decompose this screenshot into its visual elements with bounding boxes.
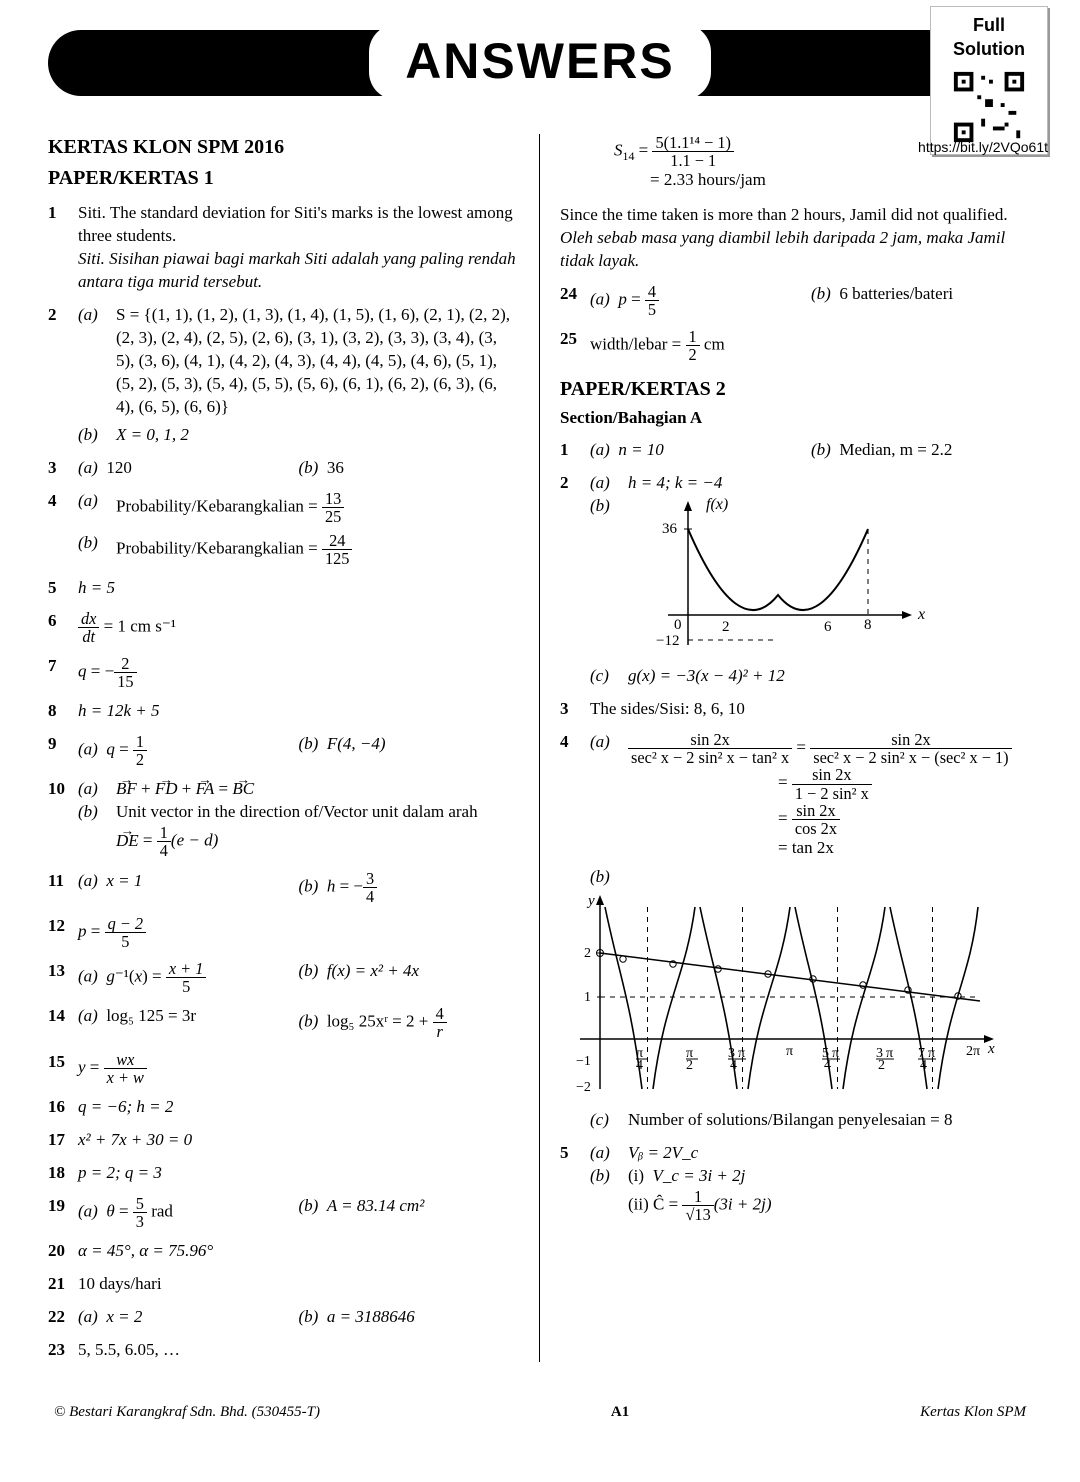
- header-band: ANSWERS Full Solution https://bit.ly/2VQ…: [48, 20, 1032, 106]
- badge-label: Full Solution: [939, 13, 1039, 62]
- paper2-title2: Section/Bahagian A: [560, 407, 1032, 430]
- badge-url: https://bit.ly/2VQo61t: [918, 138, 1048, 157]
- q24: (a) p = 45 (b) 6 batteries/bateri: [590, 283, 1032, 318]
- q16: q = −6; h = 2: [78, 1096, 519, 1119]
- svg-text:4: 4: [636, 1058, 643, 1073]
- q3: (a) 120 (b) 36: [78, 457, 519, 480]
- footer-left: © Bestari Karangkraf Sdn. Bhd. (530455-T…: [54, 1402, 320, 1422]
- q11: (a) x = 1 (b) h = −34: [78, 870, 519, 905]
- p2q3: The sides/Sisi: 8, 6, 10: [590, 698, 1032, 721]
- q14: (a) log₅ 125 = 3r (b) log₅ 25xʳ = 2 + 4r: [78, 1005, 519, 1040]
- q2: (a)S = {(1, 1), (1, 2), (1, 3), (1, 4), …: [78, 304, 519, 448]
- q6: dxdt = 1 cm s⁻¹: [78, 610, 519, 645]
- p2q5: (a)Vᵦ = 2V_c (b) (i) V_c = 3i + 2j (ii) …: [590, 1142, 1032, 1223]
- banner-title: ANSWERS: [369, 24, 711, 100]
- svg-text:1: 1: [584, 990, 591, 1005]
- q9: (a) q = 12 (b) F(4, −4): [78, 733, 519, 768]
- footer-right: Kertas Klon SPM: [920, 1402, 1026, 1422]
- svg-text:36: 36: [662, 521, 678, 537]
- footer-page-number: A1: [611, 1402, 629, 1422]
- q19: (a) θ = 53 rad (b) A = 83.14 cm²: [78, 1195, 519, 1230]
- tan-chart: x y 2 1 −1 −2: [570, 889, 1000, 1109]
- s14-note: Since the time taken is more than 2 hour…: [560, 204, 1032, 273]
- svg-text:x: x: [987, 1041, 995, 1057]
- svg-text:2: 2: [584, 946, 591, 961]
- svg-text:π: π: [786, 1044, 793, 1059]
- parabola-chart: x f(x) 0 2 6 8 36 −12: [628, 495, 928, 665]
- svg-text:2: 2: [878, 1058, 885, 1073]
- page-footer: © Bestari Karangkraf Sdn. Bhd. (530455-T…: [48, 1402, 1032, 1422]
- p2q2: (a)h = 4; k = −4 (b) x f(x) 0 2 6: [590, 472, 1032, 688]
- qr-icon: [950, 68, 1028, 146]
- svg-text:4: 4: [824, 1058, 831, 1073]
- p2q1: (a) n = 10 (b) Median, m = 2.2: [590, 439, 1032, 462]
- svg-text:f(x): f(x): [706, 496, 728, 513]
- q18: p = 2; q = 3: [78, 1162, 519, 1185]
- svg-text:2π: 2π: [966, 1044, 980, 1059]
- paper1-title1: KERTAS KLON SPM 2016: [48, 134, 519, 161]
- svg-text:y: y: [586, 893, 595, 909]
- svg-text:2: 2: [686, 1058, 693, 1073]
- q22: (a) x = 2 (b) a = 3188646: [78, 1306, 519, 1329]
- svg-text:4: 4: [730, 1058, 737, 1073]
- q7: q = −215: [78, 655, 519, 690]
- svg-text:0: 0: [674, 617, 682, 633]
- svg-text:−12: −12: [656, 633, 679, 649]
- q10: (a) BF + FD + FA = BC (b)Unit vector in …: [78, 778, 519, 859]
- q15: y = wxx + w: [78, 1051, 519, 1086]
- q13: (a) g⁻¹(x) = x + 15 (b) f(x) = x² + 4x: [78, 960, 519, 995]
- left-column: KERTAS KLON SPM 2016 PAPER/KERTAS 1 1 Si…: [48, 134, 540, 1362]
- q17: x² + 7x + 30 = 0: [78, 1129, 519, 1152]
- svg-text:8: 8: [864, 617, 872, 633]
- right-column: S14 = 5(1.1¹⁴ − 1)1.1 − 1 = 2.33 hours/j…: [540, 134, 1032, 1362]
- q23: 5, 5.5, 6.05, …: [78, 1339, 519, 1362]
- q25: width/lebar = 12 cm: [590, 328, 1032, 363]
- svg-text:4: 4: [920, 1058, 927, 1073]
- svg-text:6: 6: [824, 619, 832, 635]
- full-solution-badge: Full Solution: [930, 6, 1048, 155]
- svg-text:−1: −1: [576, 1054, 591, 1069]
- q1: Siti. The standard deviation for Siti's …: [78, 202, 519, 294]
- svg-text:2: 2: [722, 619, 730, 635]
- q5: h = 5: [78, 577, 519, 600]
- q8: h = 12k + 5: [78, 700, 519, 723]
- q21: 10 days/hari: [78, 1273, 519, 1296]
- q12: p = q − 25: [78, 915, 519, 950]
- paper2-title1: PAPER/KERTAS 2: [560, 376, 1032, 403]
- svg-text:x: x: [917, 606, 925, 623]
- q4: (a)Probability/Kebarangkalian = 1325 (b)…: [78, 490, 519, 567]
- paper1-title2: PAPER/KERTAS 1: [48, 165, 519, 192]
- p2q4: (a) sin 2xsec² x − 2 sin² x − tan² x = s…: [590, 731, 1032, 1132]
- q20: α = 45°, α = 75.96°: [78, 1240, 519, 1263]
- svg-text:−2: −2: [576, 1080, 591, 1095]
